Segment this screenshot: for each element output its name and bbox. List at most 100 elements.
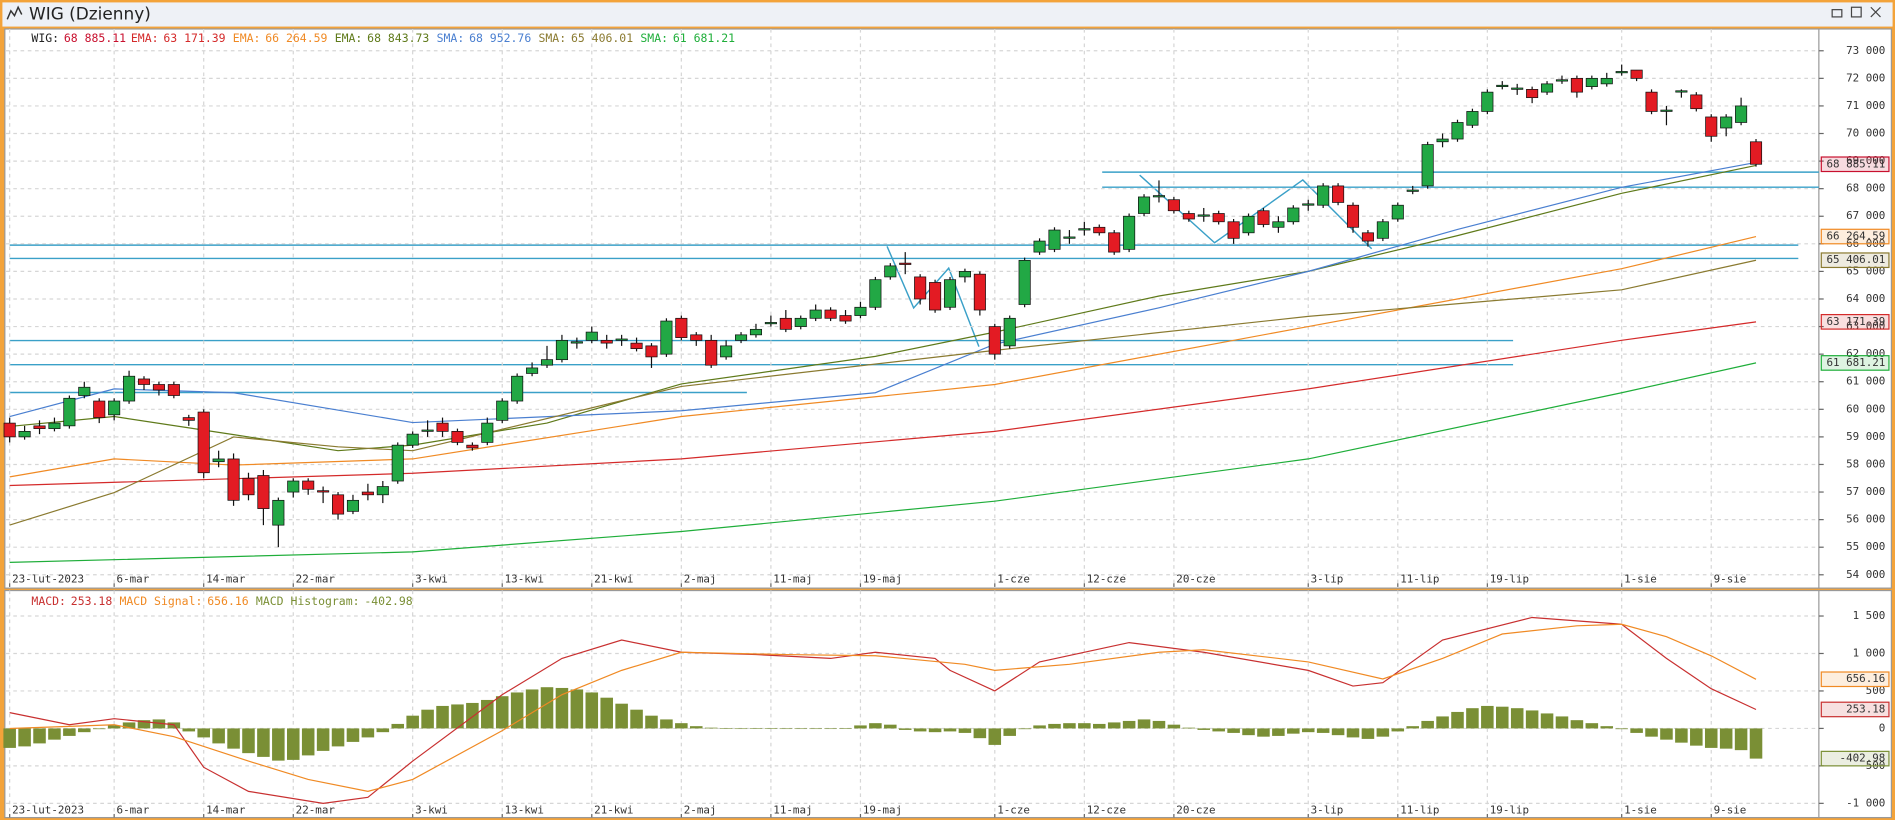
x-tick-label: 9-sie [1714,573,1747,586]
candle-body [272,499,285,526]
candle-body [884,265,897,278]
x-tick-label: 19-lip [1490,803,1529,816]
candle-body [585,331,598,341]
x-tick-label: 11-lip [1400,803,1439,816]
histogram-bar [570,689,584,729]
legend-text: EMA: [233,31,261,45]
candle-body [929,282,942,311]
candle-body [152,384,165,391]
candle-body [212,458,225,463]
candle-body [1152,195,1166,198]
histogram-bar [1093,723,1106,729]
y-tick-label: 60 000 [1846,402,1885,415]
x-tick-label: 14-mar [206,573,246,586]
price-box-label: 68 885.11 [1826,157,1885,170]
histogram-bar [182,728,196,732]
x-tick-label: 1-cze [997,803,1030,816]
histogram-bar [1525,710,1539,729]
histogram-bar [958,728,972,733]
histogram-bar [1167,724,1181,729]
histogram-bar [1122,720,1136,729]
price-box [1820,671,1890,688]
legend-text: 68 952.76 [469,31,531,45]
histogram-bar [48,728,61,740]
x-tick-label: 12-cze [1087,803,1126,816]
candle-body [839,315,852,322]
price-box [1820,355,1890,371]
x-tick-label: 20-cze [1176,573,1215,586]
title-bar [2,2,1893,27]
histogram-bar [1481,705,1494,729]
histogram-bar [495,696,509,729]
histogram-bar [809,728,822,730]
x-tick-label: 13-kwi [505,803,544,816]
y-tick-label: 67 000 [1846,209,1885,222]
y-tick-label: 500 [1866,684,1886,697]
candle-body [1615,71,1628,74]
price-box [1820,252,1890,269]
legend-text: WIG: [31,31,59,45]
histogram-bar [1107,722,1121,729]
legend-text: 63 171.39 [163,31,225,45]
indicator-line [9,235,1757,478]
y-tick-label: 55 000 [1846,540,1885,553]
candle-body [1541,83,1554,93]
candle-body [764,322,777,325]
histogram-bar [1675,728,1688,743]
histogram-bar [1496,706,1509,729]
minimize-button[interactable] [1831,9,1843,18]
histogram-bar [1242,728,1255,736]
x-tick-label: 6-mar [117,573,150,586]
y-tick-label: 58 000 [1846,457,1885,470]
x-tick-label: 12-cze [1087,573,1126,586]
histogram-bar [928,728,942,733]
candle-body [749,328,763,336]
price-box-label: 253.18 [1846,702,1885,715]
candle-body [645,345,658,358]
histogram-bar [286,728,300,760]
restore-button[interactable] [1850,6,1862,18]
histogram-bar [257,728,270,757]
close-button[interactable] [1870,6,1881,18]
candle-body [242,477,255,496]
legend-text: -402.98 [364,594,412,608]
candle-body [630,342,643,349]
histogram-bar [824,728,837,730]
candle-body [1182,213,1195,220]
window-buttons[interactable] [1831,6,1881,18]
histogram-bar [1018,728,1031,730]
legend-text: 65 406.01 [571,31,633,45]
histogram-bar [33,728,46,744]
histogram-bar [1585,723,1599,729]
candle-body [1361,232,1374,242]
candle-body [1526,89,1539,99]
candle-body [1138,196,1151,214]
x-tick-label: 11-maj [773,573,812,586]
candle-body [1033,240,1046,253]
histogram-bar [854,725,867,729]
candle-body [1675,90,1688,93]
price-box [1820,750,1890,767]
candle-body [1376,221,1389,239]
y-tick-label: 73 000 [1846,44,1885,57]
candle-body [48,422,61,429]
candle-body [690,334,703,341]
x-tick-label: 14-mar [206,803,246,816]
candle-body [869,279,882,308]
candle-body [1257,210,1270,225]
candle-body [421,429,434,432]
candle-body [3,422,16,438]
legend-text: MACD: [31,594,66,608]
candle-body [1108,232,1121,253]
candle-body [466,444,479,449]
drawing-tools [9,171,1819,394]
x-tick-label: 3-lip [1311,803,1344,816]
histogram-bar [510,692,524,729]
candle-body [1645,91,1658,112]
candle-body [317,490,330,493]
candle-body [1287,207,1300,223]
candle-body [108,400,121,416]
y-tick-label: 72 000 [1846,71,1885,84]
candle-body [705,339,718,366]
